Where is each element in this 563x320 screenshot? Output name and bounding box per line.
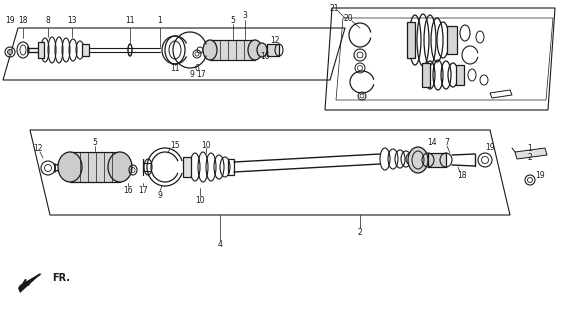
Text: 16: 16	[260, 52, 270, 60]
Text: 9: 9	[158, 190, 163, 199]
Text: FR.: FR.	[52, 273, 70, 283]
Text: 19: 19	[485, 142, 495, 151]
Text: 8: 8	[46, 15, 50, 25]
Text: 1: 1	[528, 143, 533, 153]
Text: 14: 14	[427, 138, 437, 147]
Text: 15: 15	[170, 140, 180, 149]
Text: 2: 2	[358, 228, 363, 236]
Text: 20: 20	[344, 13, 354, 22]
Text: 12: 12	[33, 143, 43, 153]
Text: 4: 4	[217, 239, 222, 249]
Bar	[447, 26, 457, 54]
Text: 12: 12	[270, 36, 280, 44]
Bar	[428, 153, 446, 167]
Ellipse shape	[58, 152, 82, 182]
Text: 11: 11	[125, 15, 135, 25]
Text: 17: 17	[138, 186, 148, 195]
Text: 19: 19	[5, 15, 15, 25]
Text: 3: 3	[243, 11, 247, 20]
Polygon shape	[515, 148, 547, 159]
Text: 18: 18	[457, 171, 467, 180]
Text: 10: 10	[201, 140, 211, 149]
Text: 18: 18	[18, 15, 28, 25]
Ellipse shape	[257, 43, 267, 57]
Text: 16: 16	[123, 186, 133, 195]
Bar	[38, 42, 44, 58]
Text: 2: 2	[528, 153, 533, 162]
Text: 9: 9	[190, 69, 194, 78]
Bar	[183, 157, 191, 177]
Bar	[82, 44, 89, 56]
Bar	[422, 63, 430, 87]
Text: 11: 11	[170, 63, 180, 73]
Ellipse shape	[408, 147, 428, 173]
Text: 19: 19	[535, 171, 545, 180]
Bar	[267, 44, 279, 56]
Text: 6: 6	[195, 63, 199, 73]
Bar	[210, 40, 255, 60]
Text: 1: 1	[158, 15, 162, 25]
Text: 7: 7	[445, 138, 449, 147]
Text: 5: 5	[92, 138, 97, 147]
Bar	[228, 159, 234, 175]
Bar	[407, 22, 415, 58]
Text: 21: 21	[330, 4, 339, 12]
Circle shape	[7, 50, 12, 54]
Polygon shape	[18, 273, 42, 293]
Text: 13: 13	[67, 15, 77, 25]
Text: 5: 5	[231, 15, 235, 25]
Ellipse shape	[203, 40, 217, 60]
Ellipse shape	[108, 152, 132, 182]
Bar	[70, 152, 120, 182]
Text: 10: 10	[195, 196, 205, 204]
Bar	[456, 65, 464, 85]
Ellipse shape	[248, 40, 262, 60]
Text: 17: 17	[196, 69, 206, 78]
